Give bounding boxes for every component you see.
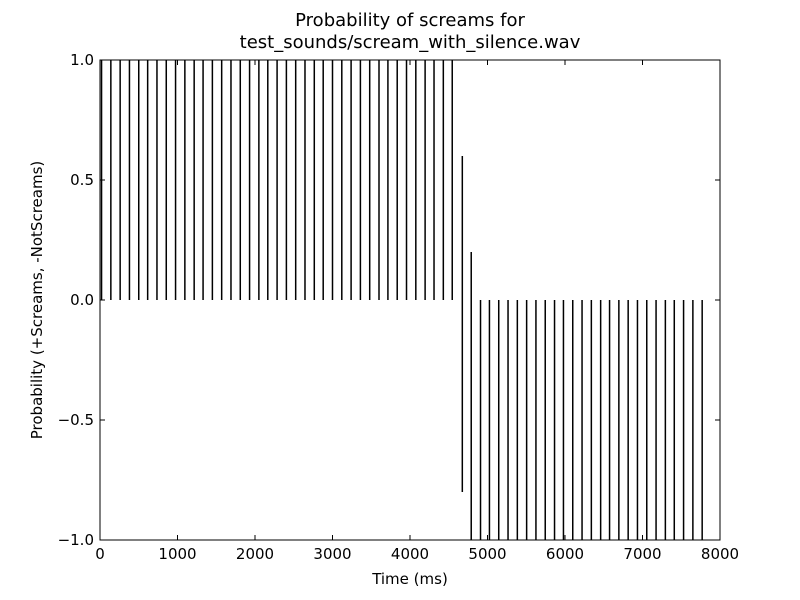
y-tick-label-2: 0.0 bbox=[70, 291, 94, 309]
x-tick-label-8: 8000 bbox=[701, 545, 739, 563]
x-tick-label-5: 5000 bbox=[468, 545, 506, 563]
x-tick-label-7: 7000 bbox=[623, 545, 661, 563]
y-tick-label-4: −1.0 bbox=[58, 531, 94, 549]
plot-frame bbox=[99, 59, 721, 541]
x-tick-label-6: 6000 bbox=[546, 545, 584, 563]
y-tick-label-3: −0.5 bbox=[58, 411, 94, 429]
x-tick-label-4: 4000 bbox=[391, 545, 429, 563]
chart-title: Probability of screams for bbox=[295, 10, 525, 31]
y-tick-label-1: 0.5 bbox=[70, 171, 94, 189]
ticks-layer: 0 1000 2000 3000 4000 5000 6000 7000 8000 1.0 0.5 0… bbox=[58, 51, 740, 563]
x-tick-label-2: 2000 bbox=[236, 545, 274, 563]
x-tick-label-3: 3000 bbox=[313, 545, 351, 563]
y-tick-label-0: 1.0 bbox=[70, 51, 94, 69]
bars-layer bbox=[100, 60, 703, 540]
y-axis-label: Probability (+Screams, -NotScreams) bbox=[28, 161, 46, 439]
x-axis-label: Time (ms) bbox=[371, 570, 448, 588]
chart-subtitle: test_sounds/scream_with_silence.wav bbox=[240, 32, 581, 53]
x-tick-label-0: 0 bbox=[95, 545, 105, 563]
x-tick-label-1: 1000 bbox=[158, 545, 196, 563]
